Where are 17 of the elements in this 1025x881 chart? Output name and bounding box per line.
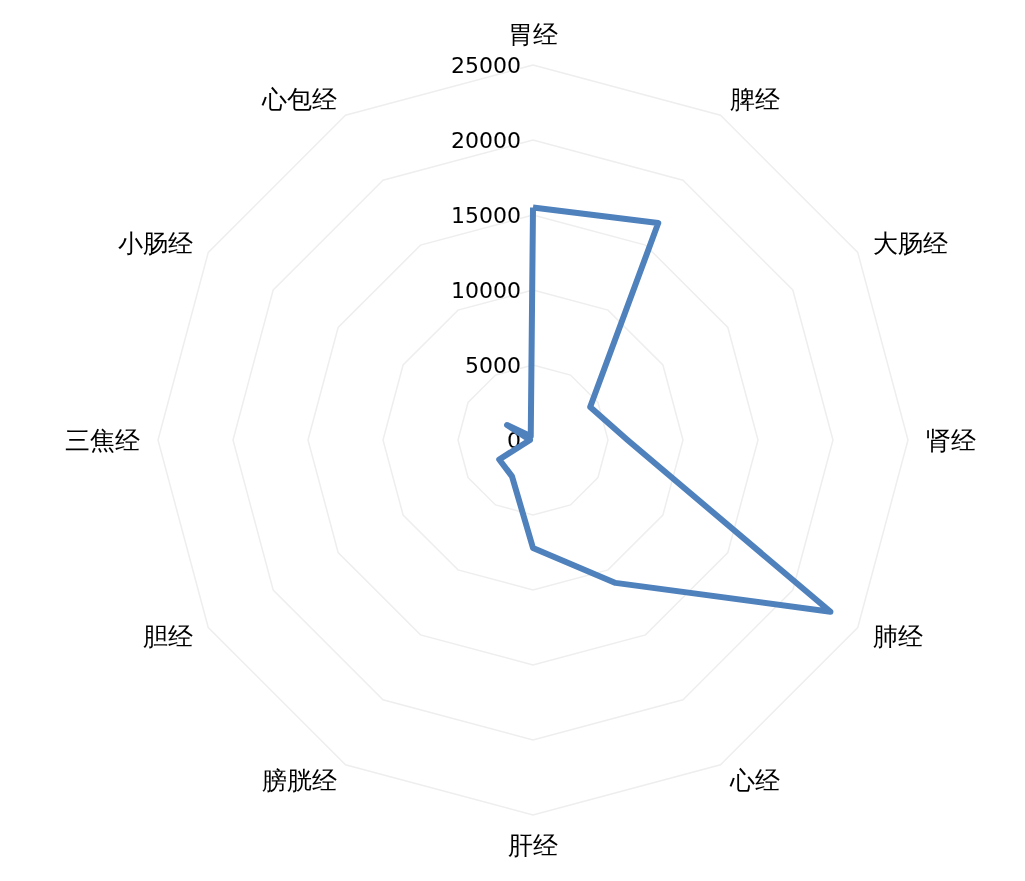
spoke-label: 小肠经 bbox=[117, 229, 193, 258]
spoke-label: 心经 bbox=[728, 765, 780, 795]
spoke-label: 肝经 bbox=[508, 831, 558, 860]
spoke-label: 脾经 bbox=[729, 85, 780, 115]
y-tick-label: 5000 bbox=[465, 352, 521, 378]
y-tick-label: 15000 bbox=[451, 202, 521, 228]
spoke-label: 三焦经 bbox=[65, 425, 140, 455]
spoke-label: 大肠经 bbox=[873, 229, 949, 258]
spoke-label: 胃经 bbox=[508, 20, 558, 49]
spoke-label: 膀胱经 bbox=[261, 765, 337, 795]
y-tick-label: 10000 bbox=[451, 277, 521, 303]
spoke-label: 肾经 bbox=[926, 425, 976, 455]
spoke-label: 肺经 bbox=[873, 622, 924, 651]
y-tick-label: 25000 bbox=[451, 52, 521, 78]
y-tick-label: 20000 bbox=[451, 127, 521, 153]
spoke-label: 胆经 bbox=[142, 622, 193, 651]
spoke-label: 心包经 bbox=[260, 85, 337, 115]
